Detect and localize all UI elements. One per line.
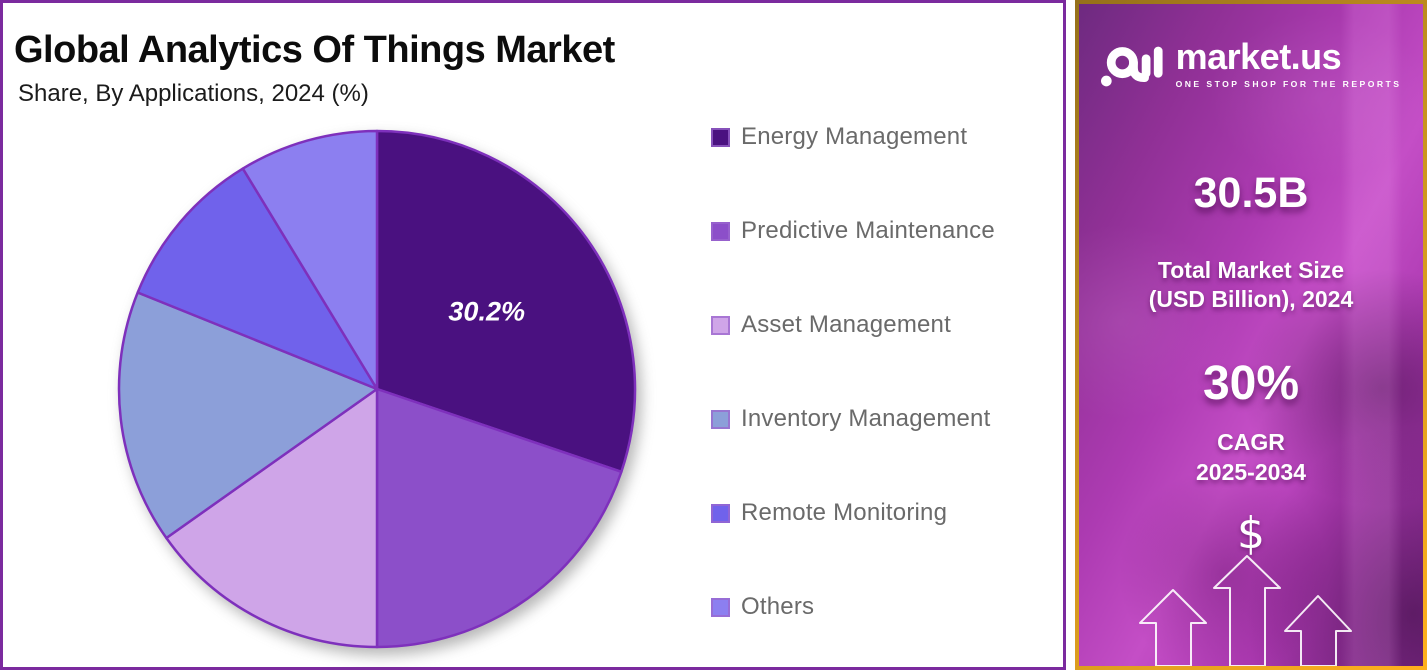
pie-slice-label: 30.2% (448, 296, 525, 326)
legend-item-inventory-management: Inventory Management (711, 372, 995, 466)
legend-swatch (711, 597, 730, 617)
legend-swatch (711, 409, 730, 429)
market-size-caption: Total Market Size (USD Billion), 2024 (1079, 256, 1423, 315)
legend-label: Remote Monitoring (741, 499, 948, 526)
brand-panel: market.us ONE STOP SHOP FOR THE REPORTS … (1075, 0, 1427, 670)
pie-slice-others (241, 129, 379, 391)
dollar-icon: $ (1237, 508, 1265, 559)
legend-swatch (711, 127, 730, 147)
market-size-value: 30.5B (1193, 169, 1309, 217)
up-arrow (1284, 595, 1352, 666)
cagr-label: CAGR (1217, 429, 1285, 455)
legend-label: Inventory Management (741, 405, 991, 432)
brand-name: market.us (1175, 36, 1342, 77)
legend-item-asset-management: Asset Management (711, 278, 995, 372)
legend-swatch (711, 221, 730, 241)
pie-slice-energy-management (375, 129, 637, 474)
brand-tagline: ONE STOP SHOP FOR THE REPORTS (1175, 79, 1402, 90)
legend-label: Predictive Maintenance (741, 217, 995, 244)
pie-legend: Energy Management Predictive Maintenance… (711, 90, 995, 654)
legend-item-energy-management: Energy Management (711, 90, 995, 184)
growth-arrows-icon (1139, 555, 1352, 666)
cagr-value: 30% (1202, 357, 1300, 410)
pie-slice-inventory-management (117, 291, 379, 540)
chart-subtitle: Share, By Applications, 2024 (%) (18, 80, 369, 107)
market-size-caption-line2: (USD Billion), 2024 (1148, 286, 1354, 313)
chart-title: Global Analytics Of Things Market (14, 29, 615, 71)
legend-item-predictive-maintenance: Predictive Maintenance (711, 184, 995, 278)
legend-swatch (711, 315, 730, 335)
chart-panel: Global Analytics Of Things Market Share,… (0, 0, 1066, 670)
pie-slice-asset-management (165, 387, 379, 649)
pie-slice-predictive-maintenance (375, 387, 623, 649)
up-arrow (1139, 589, 1207, 666)
legend-label: Asset Management (741, 311, 951, 338)
cagr-caption: CAGR 2025-2034 (1079, 428, 1423, 488)
market-size-caption-line1: Total Market Size (1157, 257, 1345, 283)
legend-swatch (711, 503, 730, 523)
brand-logo: market.us ONE STOP SHOP FOR THE REPORTS (1079, 36, 1423, 90)
pie-chart: 30.2% (117, 129, 637, 649)
pie-slice-remote-monitoring (136, 167, 379, 391)
legend-item-remote-monitoring: Remote Monitoring (711, 466, 995, 560)
up-arrow (1213, 555, 1281, 666)
legend-label: Energy Management (741, 123, 968, 150)
market-us-logo-icon (1100, 46, 1163, 87)
brand-text-block: market.us ONE STOP SHOP FOR THE REPORTS (1175, 36, 1402, 90)
legend-label: Others (741, 593, 815, 620)
brand-panel-content: market.us ONE STOP SHOP FOR THE REPORTS … (1079, 4, 1423, 666)
legend-item-others: Others (711, 560, 995, 654)
cagr-period: 2025-2034 (1196, 458, 1306, 485)
